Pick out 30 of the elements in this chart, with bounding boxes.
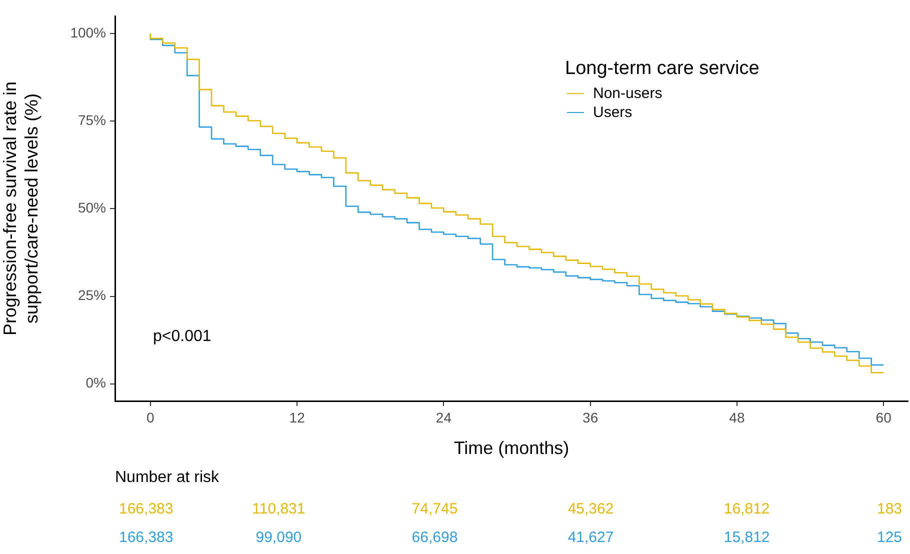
- text: 99,090: [256, 528, 302, 546]
- x-axis-title: Time (months): [454, 438, 570, 458]
- text: 41,627: [568, 528, 614, 546]
- text: 110,831: [252, 500, 306, 518]
- text: Number at risk: [115, 469, 220, 486]
- x-tick-label: 48: [729, 409, 745, 426]
- text: 166,383: [119, 500, 174, 518]
- text: 125: [876, 528, 902, 546]
- x-tick-label: 24: [436, 409, 452, 426]
- y-tick-label: 75%: [78, 112, 106, 128]
- x-tick-label: 36: [582, 409, 598, 426]
- y-axis-title: Progression-free survival rate in support/care-need levels (%): [0, 81, 42, 336]
- y-tick-label: 25%: [78, 287, 106, 304]
- annotation: p<0.001: [153, 328, 212, 345]
- x-tick-label: 12: [289, 409, 306, 426]
- text: 166,383: [119, 528, 174, 546]
- text: 16,812: [724, 500, 770, 518]
- y-tick-label: 50%: [78, 200, 106, 216]
- y-tick-label: 0%: [86, 374, 106, 391]
- y-tick-label: 100%: [70, 24, 106, 40]
- x-tick-label: 60: [876, 409, 892, 426]
- text: 183: [876, 500, 902, 518]
- legend-label: Non-users: [593, 85, 662, 102]
- text: 74,745: [412, 500, 458, 518]
- text: 45,362: [568, 500, 614, 518]
- legend-label: Users: [593, 104, 632, 121]
- legend-title: Long-term care service: [565, 58, 760, 80]
- text: 15,812: [724, 528, 770, 546]
- text: 66,698: [412, 528, 458, 546]
- x-tick-label: 0: [146, 409, 155, 426]
